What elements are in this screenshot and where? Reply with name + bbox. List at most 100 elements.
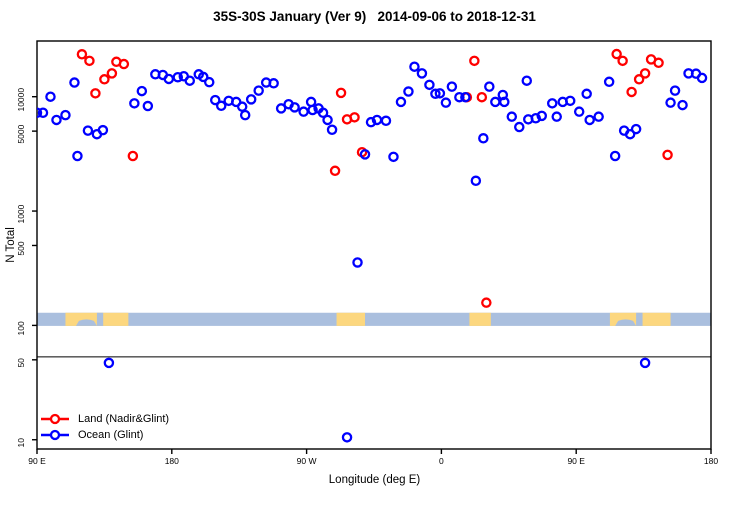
data-point <box>326 124 338 136</box>
chart-title: 35S-30S January (Ver 9) 2014-09-06 to 20… <box>213 9 536 24</box>
band-water-notch <box>615 319 637 326</box>
band-water-gap <box>96 312 104 326</box>
data-point <box>677 99 688 111</box>
data-point <box>530 112 542 124</box>
data-point <box>603 76 615 88</box>
data-point <box>424 79 435 91</box>
data-point <box>289 102 300 113</box>
data-point <box>37 107 43 118</box>
data-point <box>484 81 495 92</box>
band-water-notch <box>75 319 97 326</box>
data-point <box>478 133 489 144</box>
data-point <box>584 114 595 126</box>
data-point <box>564 95 576 107</box>
data-point <box>490 96 501 108</box>
data-point <box>611 48 622 60</box>
data-point <box>434 88 446 99</box>
y-tick-label: 500 <box>16 241 26 255</box>
data-point <box>388 151 399 163</box>
data-point <box>380 115 392 127</box>
band-land-patch <box>336 312 366 326</box>
data-point <box>127 150 139 162</box>
data-point <box>198 71 209 83</box>
data-point <box>349 112 360 123</box>
data-point <box>45 91 56 102</box>
x-tick-label: 90 E <box>567 456 585 466</box>
data-point <box>305 96 317 108</box>
y-tick-label: 50 <box>16 358 26 368</box>
data-point <box>395 96 407 108</box>
data-point <box>106 68 118 79</box>
legend-item-ocean: Ocean (Glint) <box>40 427 169 443</box>
data-point <box>499 96 510 108</box>
data-point <box>97 124 109 136</box>
data-point <box>669 85 681 96</box>
data-point <box>298 106 309 117</box>
data-point <box>203 76 215 88</box>
data-point <box>440 97 452 108</box>
data-point <box>403 86 414 97</box>
data-point <box>352 257 363 268</box>
x-axis-label: Longitude (deg E) <box>328 474 421 486</box>
data-point <box>481 297 492 308</box>
data-point <box>521 75 533 86</box>
data-point <box>359 149 371 160</box>
data-point <box>317 107 329 118</box>
data-point <box>593 111 604 122</box>
x-tick-label: 0 <box>439 456 444 466</box>
data-point <box>209 94 221 106</box>
data-point <box>653 57 664 69</box>
data-point <box>275 103 287 114</box>
data-point <box>99 74 110 85</box>
data-point <box>142 100 154 112</box>
data-point <box>446 81 458 92</box>
data-point <box>245 94 257 105</box>
data-point <box>307 104 318 116</box>
data-point <box>409 61 420 72</box>
data-point <box>470 175 482 187</box>
data-point <box>633 74 645 85</box>
legend-item-land: Land (Nadir&Glint) <box>40 411 169 427</box>
legend-label-land: Land (Nadir&Glint) <box>78 413 170 425</box>
data-point <box>37 107 49 118</box>
x-tick-label: 180 <box>704 456 718 466</box>
data-point <box>536 110 548 122</box>
x-tick-label: 90 W <box>297 456 317 466</box>
data-point <box>624 128 636 140</box>
y-tick-label: 10000 <box>16 88 26 112</box>
data-point <box>626 86 637 98</box>
data-point <box>184 75 196 86</box>
data-point <box>72 150 83 162</box>
data-point <box>416 68 428 79</box>
data-point <box>84 55 95 67</box>
data-point <box>136 85 148 97</box>
data-point <box>639 357 651 369</box>
data-point <box>341 432 353 443</box>
data-point <box>129 98 140 109</box>
data-point <box>268 78 279 89</box>
data-point <box>76 49 88 60</box>
data-point <box>506 111 518 122</box>
data-point <box>236 101 248 112</box>
legend: Land (Nadir&Glint) Ocean (Glint) <box>40 411 169 443</box>
legend-label-ocean: Ocean (Glint) <box>78 429 144 441</box>
y-tick-label: 1000 <box>16 204 26 223</box>
data-point <box>476 91 488 103</box>
data-point <box>551 111 562 122</box>
y-axis-label: N Total <box>5 227 17 263</box>
data-point <box>460 91 471 103</box>
band-land-patch <box>469 312 491 326</box>
legend-marker-ocean-icon <box>41 429 69 441</box>
data-point <box>573 106 585 117</box>
data-point <box>215 100 227 112</box>
y-tick-label: 100 <box>16 321 26 335</box>
legend-marker-land-icon <box>41 413 69 425</box>
data-point <box>90 88 101 99</box>
data-point <box>469 55 480 67</box>
y-tick-label: 5000 <box>16 124 26 143</box>
data-point <box>82 125 94 136</box>
data-point <box>239 109 251 121</box>
data-point <box>329 165 341 177</box>
data-point <box>335 87 347 99</box>
data-point <box>69 77 80 88</box>
